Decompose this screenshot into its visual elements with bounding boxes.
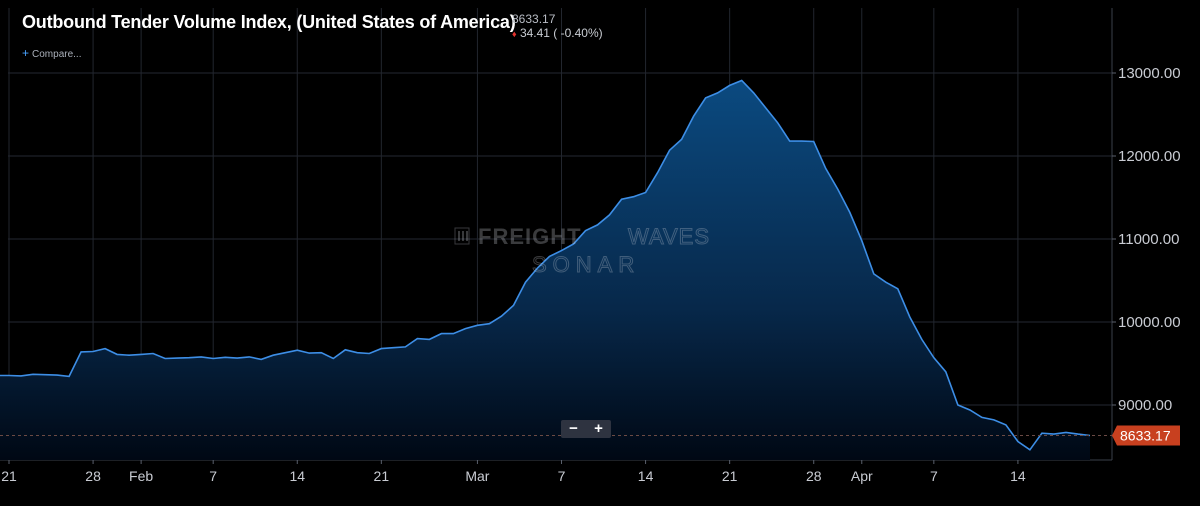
compare-label: Compare... (32, 49, 82, 60)
zoom-controls: − + (561, 420, 611, 438)
x-tick-label: 21 (722, 468, 738, 484)
x-tick-label: Feb (129, 468, 153, 484)
plus-icon: + (22, 46, 30, 60)
x-tick-label: 7 (930, 468, 938, 484)
x-axis: 21 28 Feb 7 14 21 Mar 7 14 21 28 Apr 7 14 (1, 460, 1026, 484)
x-tick-label: 21 (374, 468, 390, 484)
x-tick-label: 14 (289, 468, 305, 484)
x-tick-label: Apr (851, 468, 873, 484)
x-tick-label: 14 (638, 468, 654, 484)
compare-button[interactable]: + Compare... (22, 46, 81, 60)
watermark-freight: FREIGHT (478, 224, 582, 249)
y-tick-label: 10000.00 (1118, 314, 1181, 331)
chart-header: Outbound Tender Volume Index, (United St… (22, 12, 516, 33)
watermark-waves: WAVES (628, 224, 710, 249)
x-tick-label: 21 (1, 468, 17, 484)
series-area (0, 80, 1090, 460)
y-axis: 9000.00 10000.00 11000.00 12000.00 13000.00 (1112, 65, 1181, 414)
down-triangle-icon: ♦ (512, 29, 517, 39)
x-tick-label: 7 (558, 468, 566, 484)
chart-title: Outbound Tender Volume Index, (United St… (22, 12, 516, 32)
watermark-sonar: SONAR (532, 252, 640, 277)
x-tick-label: 7 (209, 468, 217, 484)
zoom-in-button[interactable]: + (594, 420, 603, 437)
y-tick-label: 13000.00 (1118, 65, 1181, 82)
y-tick-label: 12000.00 (1118, 148, 1181, 165)
x-tick-label: Mar (465, 468, 489, 484)
change-value: 34.41 ( -0.40%) (519, 26, 603, 40)
x-tick-label: 28 (806, 468, 822, 484)
last-value-badge: 8633.17 (1112, 425, 1180, 446)
change-readout: ♦ 34.41 ( -0.40%) (512, 26, 603, 41)
watermark: FREIGHT WAVES SONAR (454, 224, 710, 278)
series-line (0, 79, 1091, 451)
current-value: 8633.17 (512, 12, 556, 26)
last-value-label: 8633.17 (1120, 427, 1171, 443)
x-tick-label: 28 (85, 468, 101, 484)
x-tick-label: 14 (1010, 468, 1026, 484)
zoom-out-button[interactable]: − (569, 420, 578, 437)
y-tick-label: 9000.00 (1118, 397, 1172, 414)
header-values: 8633.17 ♦ 34.41 ( -0.40%) (512, 12, 603, 41)
y-tick-label: 11000.00 (1118, 231, 1179, 248)
